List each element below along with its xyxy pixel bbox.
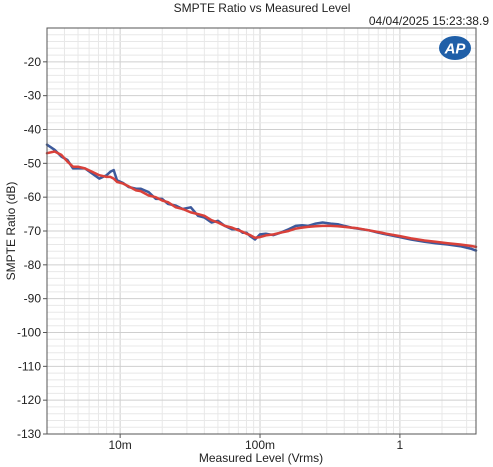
y-tick-label: -70	[24, 224, 42, 238]
x-tick-label: 10m	[108, 438, 131, 452]
y-axis-label: SMPTE Ratio (dB)	[4, 182, 18, 281]
series-layer	[45, 143, 478, 252]
series-line-2	[45, 150, 478, 249]
grid	[46, 27, 476, 435]
y-tick-label: -120	[17, 393, 41, 407]
y-tick-label: -130	[17, 427, 41, 441]
y-tick-label: -110	[18, 359, 41, 373]
x-tick-label: 1	[397, 438, 404, 452]
y-tick-label: -40	[24, 123, 42, 137]
chart-title: SMPTE Ratio vs Measured Level	[174, 1, 351, 15]
logo-badge	[439, 36, 471, 60]
y-tick-label: -100	[17, 326, 41, 340]
timestamp: 04/04/2025 15:23:38.9	[369, 14, 489, 28]
x-axis-label: Measured Level (Vrms)	[199, 451, 323, 465]
y-tick-label: -60	[24, 190, 42, 204]
ap-logo: AP	[439, 36, 471, 60]
y-tick-label: -80	[24, 258, 42, 272]
y-tick-label: -30	[24, 89, 42, 103]
ticks: -20 -30 -40 -50 -60 -70 -80 -90 -100 -110 -120 -130…	[17, 55, 404, 452]
y-tick-label: -50	[24, 156, 42, 170]
x-tick-label: 100m	[245, 438, 275, 452]
y-tick-label: -20	[24, 55, 42, 69]
y-tick-label: -90	[24, 292, 42, 306]
logo-text: AP	[444, 41, 467, 58]
